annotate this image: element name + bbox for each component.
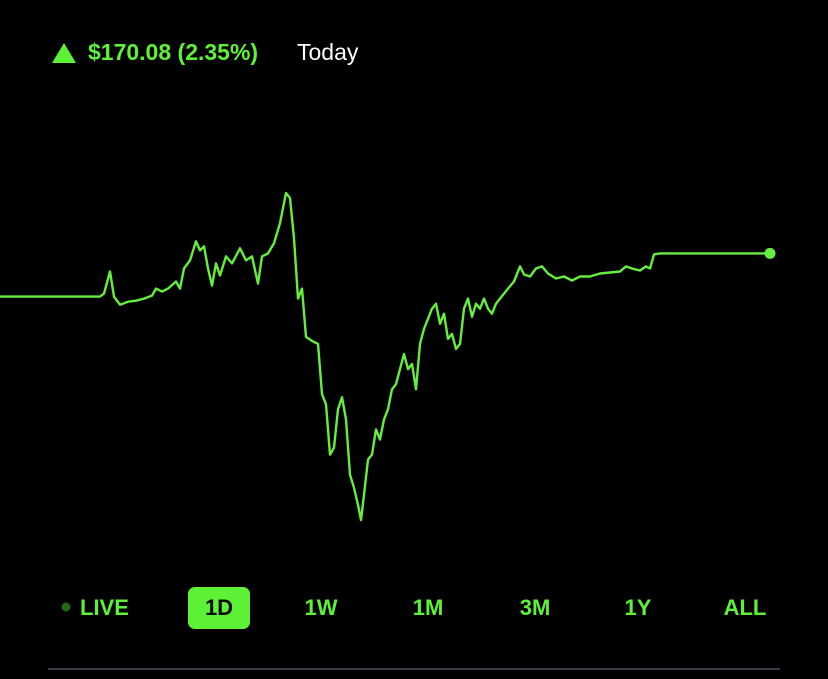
up-arrow [52, 43, 76, 63]
price-line [0, 191, 770, 522]
current-point [764, 247, 776, 259]
live-button[interactable]: LIVE [80, 595, 129, 620]
period-label: Today [297, 39, 359, 65]
range-button[interactable]: 1W [305, 595, 338, 620]
live-dot [61, 602, 71, 612]
range-button[interactable]: 1D [205, 595, 233, 620]
range-button[interactable]: 3M [520, 595, 551, 620]
selected-range-bg [188, 587, 250, 629]
range-button[interactable]: 1Y [625, 595, 652, 620]
range-button[interactable]: ALL [724, 595, 767, 620]
change-amount: $170.08 (2.35%) [88, 39, 258, 65]
range-button[interactable]: 1M [413, 595, 444, 620]
